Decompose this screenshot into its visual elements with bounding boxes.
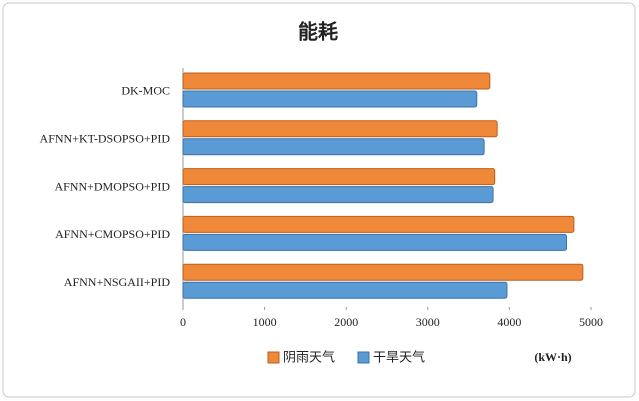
x-tick-label: 1000 — [253, 315, 277, 329]
bar — [182, 233, 568, 251]
bar — [182, 90, 478, 108]
y-tick-label: AFNN+KT-DSOPSO+PID — [40, 131, 171, 145]
bar — [182, 72, 491, 90]
x-tick-label: 2000 — [334, 315, 358, 329]
x-tick-label: 0 — [180, 315, 186, 329]
bar — [182, 215, 575, 233]
chart-title: 能耗 — [298, 20, 338, 44]
x-tick-label: 5000 — [579, 315, 603, 329]
legend-swatch — [267, 351, 280, 364]
x-tick-label: 4000 — [497, 315, 521, 329]
bar — [182, 120, 498, 138]
bar — [182, 281, 508, 299]
y-tick-label: AFNN+CMOPSO+PID — [55, 227, 170, 241]
y-tick-label: AFNN+DMOPSO+PID — [54, 179, 170, 193]
bar — [182, 138, 485, 156]
bar — [182, 168, 496, 186]
bar — [182, 186, 494, 204]
y-tick-label: AFNN+NSGAII+PID — [64, 275, 171, 289]
bar — [182, 263, 584, 281]
unit-label: (kW·h) — [534, 350, 571, 364]
legend-label: 干旱天气 — [373, 350, 425, 366]
legend-swatch — [357, 351, 370, 364]
x-tick-label: 3000 — [416, 315, 440, 329]
y-tick-label: DK-MOC — [121, 84, 170, 98]
legend-label: 阴雨天气 — [283, 350, 335, 366]
